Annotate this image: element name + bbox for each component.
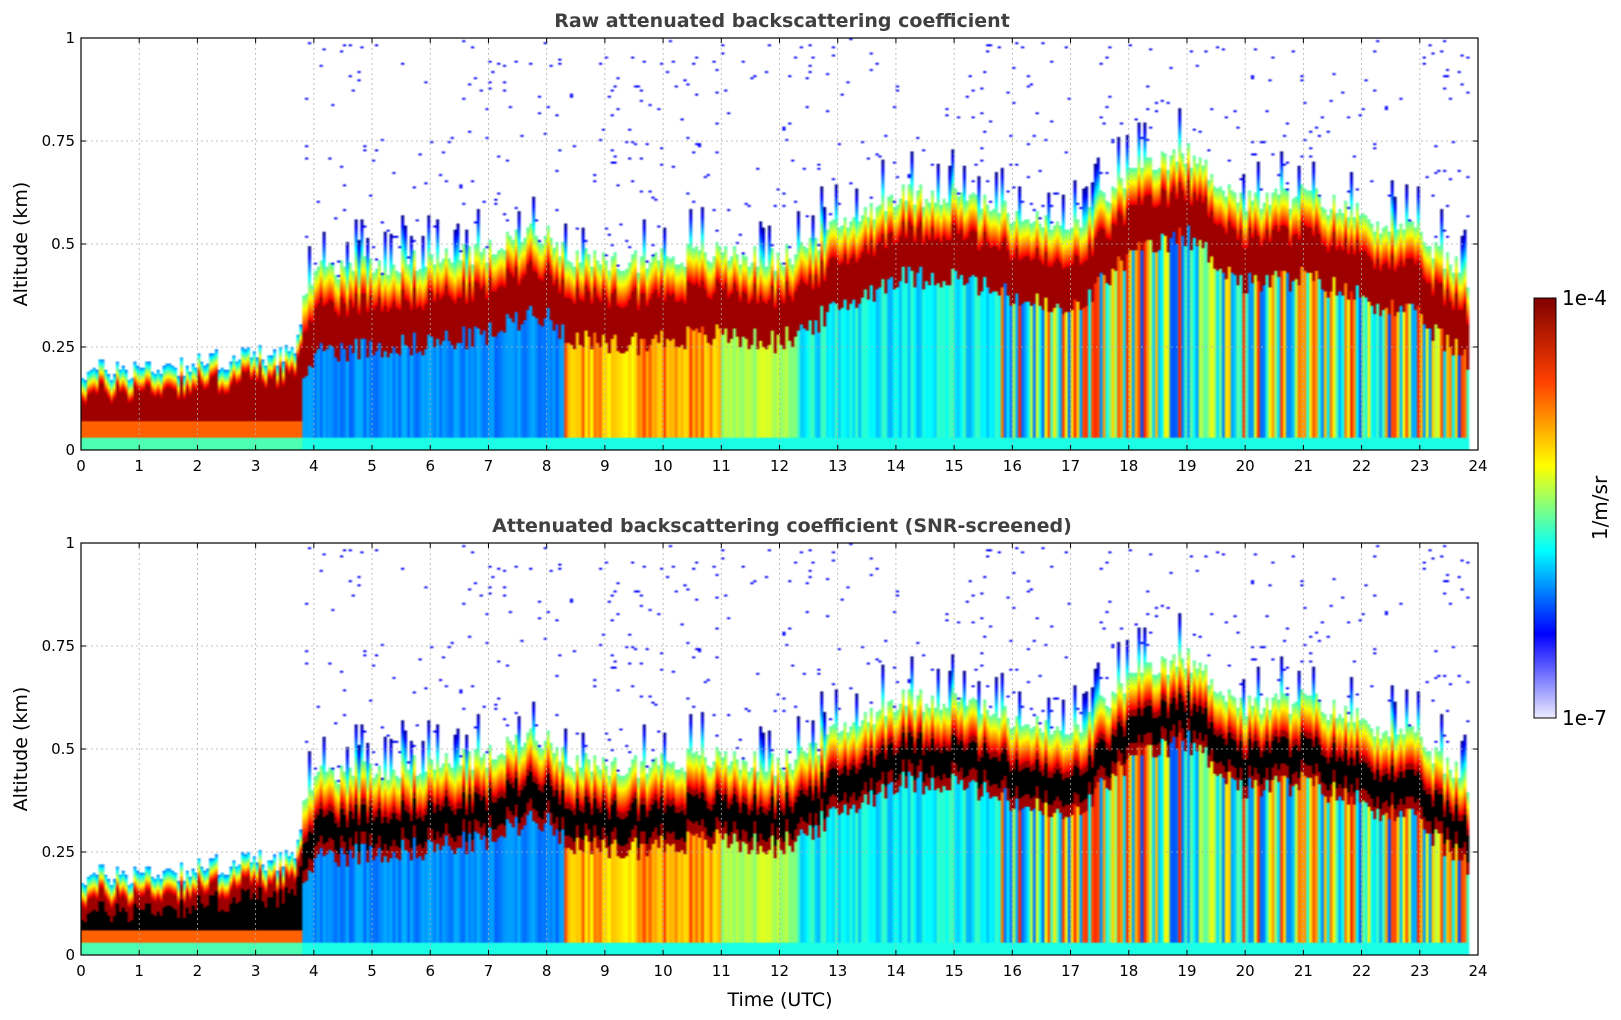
x-tick-label: 12 bbox=[770, 457, 789, 475]
x-tick-label: 2 bbox=[193, 457, 203, 475]
panel-screened-y-label: Altitude (km) bbox=[10, 687, 32, 812]
panel-raw-title: Raw attenuated backscattering coefficien… bbox=[554, 10, 1010, 32]
x-tick-label: 1 bbox=[134, 962, 144, 980]
x-tick-label: 19 bbox=[1177, 457, 1196, 475]
x-tick-label: 5 bbox=[367, 457, 377, 475]
colorbar-gradient bbox=[1533, 297, 1557, 719]
panel-screened: Attenuated backscattering coefficient (S… bbox=[10, 515, 1488, 1011]
y-tick-label: 0.5 bbox=[51, 740, 75, 758]
panel-raw-grid bbox=[81, 38, 1478, 450]
x-tick-label: 19 bbox=[1177, 962, 1196, 980]
x-tick-label: 12 bbox=[770, 962, 789, 980]
y-tick-label: 1 bbox=[65, 29, 75, 47]
x-tick-label: 21 bbox=[1294, 962, 1313, 980]
x-tick-label: 7 bbox=[484, 962, 494, 980]
x-tick-label: 4 bbox=[309, 962, 319, 980]
colorbar-min-label: 1e-7 bbox=[1562, 706, 1607, 730]
x-tick-label: 15 bbox=[945, 962, 964, 980]
x-tick-label: 4 bbox=[309, 457, 319, 475]
panel-screened-y-ticks: 0 0.25 0.5 0.75 1 bbox=[42, 534, 1478, 964]
x-tick-label: 5 bbox=[367, 962, 377, 980]
x-tick-label: 17 bbox=[1061, 457, 1080, 475]
y-tick-label: 0 bbox=[65, 946, 75, 964]
x-tick-label: 18 bbox=[1119, 962, 1138, 980]
colorbar: 1e-4 1e-7 1/m/sr bbox=[1533, 286, 1612, 730]
y-tick-label: 0.5 bbox=[51, 235, 75, 253]
x-tick-label: 24 bbox=[1468, 962, 1487, 980]
x-tick-label: 16 bbox=[1003, 457, 1022, 475]
x-tick-label: 23 bbox=[1410, 457, 1429, 475]
panel-raw-y-ticks: 0 0.25 0.5 0.75 1 bbox=[42, 29, 1478, 459]
y-tick-label: 1 bbox=[65, 534, 75, 552]
x-tick-label: 11 bbox=[712, 962, 731, 980]
panel-screened-grid bbox=[81, 543, 1478, 955]
x-tick-label: 9 bbox=[600, 457, 610, 475]
x-tick-label: 13 bbox=[828, 457, 847, 475]
x-tick-label: 8 bbox=[542, 457, 552, 475]
panel-raw-x-ticks: 0 1 2 3 4 5 6 7 8 9 10 11 12 13 14 15 16 17 18 19 20 21 22 23 24 bbox=[76, 38, 1488, 475]
x-tick-label: 20 bbox=[1236, 962, 1255, 980]
x-tick-label: 7 bbox=[484, 457, 494, 475]
panel-raw-y-label: Altitude (km) bbox=[10, 182, 32, 307]
y-tick-label: 0 bbox=[65, 441, 75, 459]
x-tick-label: 17 bbox=[1061, 962, 1080, 980]
x-tick-label: 6 bbox=[425, 457, 435, 475]
panel-screened-title: Attenuated backscattering coefficient (S… bbox=[492, 515, 1072, 537]
y-tick-label: 0.25 bbox=[42, 338, 75, 356]
x-tick-label: 18 bbox=[1119, 457, 1138, 475]
x-axis-label: Time (UTC) bbox=[726, 989, 832, 1011]
x-tick-label: 11 bbox=[712, 457, 731, 475]
x-tick-label: 8 bbox=[542, 962, 552, 980]
x-tick-label: 6 bbox=[425, 962, 435, 980]
y-tick-label: 0.75 bbox=[42, 637, 75, 655]
x-tick-label: 10 bbox=[654, 457, 673, 475]
y-tick-label: 0.75 bbox=[42, 132, 75, 150]
x-tick-label: 13 bbox=[828, 962, 847, 980]
x-tick-label: 10 bbox=[654, 962, 673, 980]
x-tick-label: 16 bbox=[1003, 962, 1022, 980]
x-tick-label: 0 bbox=[76, 457, 86, 475]
colorbar-max-label: 1e-4 bbox=[1562, 286, 1607, 310]
x-tick-label: 2 bbox=[193, 962, 203, 980]
x-tick-label: 14 bbox=[886, 457, 905, 475]
x-tick-label: 14 bbox=[886, 962, 905, 980]
x-tick-label: 24 bbox=[1468, 457, 1487, 475]
x-tick-label: 22 bbox=[1352, 962, 1371, 980]
x-tick-label: 20 bbox=[1236, 457, 1255, 475]
panel-raw: Raw attenuated backscattering coefficien… bbox=[10, 10, 1488, 475]
x-tick-label: 22 bbox=[1352, 457, 1371, 475]
x-tick-label: 15 bbox=[945, 457, 964, 475]
y-tick-label: 0.25 bbox=[42, 843, 75, 861]
x-tick-label: 0 bbox=[76, 962, 86, 980]
panel-screened-x-ticks: 0 1 2 3 4 5 6 7 8 9 10 11 12 13 14 15 16 17 18 19 20 21 22 23 24 bbox=[76, 543, 1488, 980]
x-tick-label: 9 bbox=[600, 962, 610, 980]
x-tick-label: 3 bbox=[251, 962, 261, 980]
x-tick-label: 3 bbox=[251, 457, 261, 475]
colorbar-unit-label: 1/m/sr bbox=[1588, 475, 1612, 540]
x-tick-label: 21 bbox=[1294, 457, 1313, 475]
x-tick-label: 1 bbox=[134, 457, 144, 475]
x-tick-label: 23 bbox=[1410, 962, 1429, 980]
